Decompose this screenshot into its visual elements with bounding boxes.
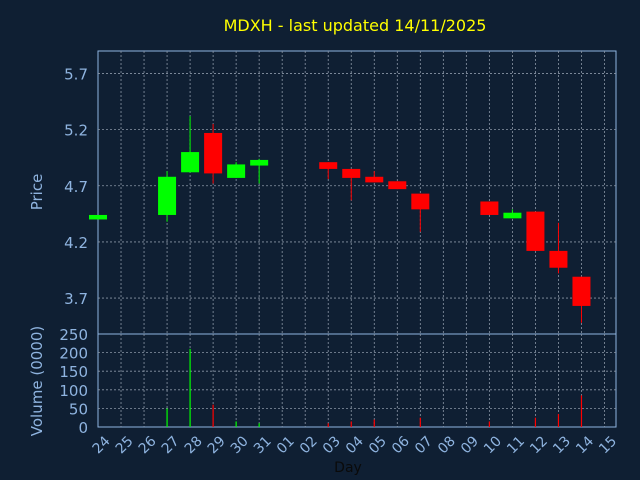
x-tick-label: 30 [228, 433, 252, 457]
x-tick-label: 08 [435, 433, 459, 457]
x-tick-label: 27 [159, 433, 183, 457]
candle [250, 158, 269, 184]
volume-bar [580, 395, 583, 427]
x-tick-label: 13 [550, 433, 574, 457]
price-y-tick-label: 5.2 [64, 122, 88, 140]
volume-y-tick-label: 150 [59, 363, 88, 381]
price-y-tick-label: 4.2 [64, 234, 88, 252]
candle [227, 162, 246, 178]
candle-body [227, 164, 246, 178]
x-tick-label: 07 [412, 433, 436, 457]
x-tick-label: 09 [458, 433, 482, 457]
candle-body [572, 276, 591, 306]
candle [503, 209, 522, 219]
candle-body [526, 211, 545, 251]
candle [158, 171, 177, 222]
x-tick-label: 24 [90, 433, 114, 457]
candle-body [388, 181, 407, 190]
candle [549, 222, 568, 274]
x-tick-label: 28 [182, 433, 206, 457]
price-y-tick-label: 3.7 [64, 290, 88, 308]
candle [480, 201, 499, 215]
candle [388, 181, 407, 190]
candle [319, 162, 338, 180]
volume-bar [166, 408, 168, 427]
volume-bar [488, 421, 490, 427]
volume-y-tick-label: 100 [59, 382, 88, 400]
volume-bar [235, 421, 237, 427]
candle [204, 123, 223, 184]
candle-body [89, 214, 107, 220]
volume-bar [327, 423, 329, 427]
volume-bar [212, 404, 214, 427]
candle-body [250, 159, 269, 166]
x-tick-label: 31 [251, 433, 275, 457]
chart-title: MDXH - last updated 14/11/2025 [224, 16, 487, 35]
volume-y-tick-label: 0 [78, 419, 88, 437]
x-tick-label: 04 [343, 433, 367, 457]
volume-bar [258, 423, 260, 427]
price-y-axis-label: Price [28, 174, 46, 211]
x-tick-label: 10 [481, 433, 505, 457]
x-tick-label: 03 [320, 433, 344, 457]
x-tick-label: 01 [274, 433, 298, 457]
candle [572, 276, 591, 323]
volume-y-tick-label: 250 [59, 326, 88, 344]
candle-body [411, 193, 430, 210]
candle [526, 211, 545, 251]
volume-bar [189, 348, 191, 427]
price-panel: 3.7 4.2 4.7 5.2 5.7 Price [28, 50, 617, 335]
volume-y-axis-label: Volume (0000) [28, 326, 46, 436]
x-tick-label: 12 [527, 433, 551, 457]
candle-body [319, 162, 338, 169]
candle [89, 214, 107, 220]
x-tick-label: 14 [573, 433, 597, 457]
candle [342, 168, 361, 201]
candle-body [204, 132, 223, 174]
candle [181, 116, 200, 173]
candle [411, 193, 430, 232]
price-y-tick-label: 5.7 [64, 65, 88, 83]
candle-body [549, 250, 568, 268]
candle-body [365, 176, 384, 183]
x-tick-label: 25 [113, 433, 137, 457]
x-tick-label: 06 [389, 433, 413, 457]
x-tick-label: 11 [504, 433, 528, 457]
x-tick-label: 15 [596, 433, 620, 457]
volume-bars [166, 348, 583, 427]
volume-bar [373, 419, 375, 427]
candle-body [342, 168, 361, 178]
candle [365, 171, 384, 183]
candle-body [503, 212, 522, 219]
price-y-tick-label: 4.7 [64, 178, 88, 196]
candle-body [158, 176, 177, 215]
volume-plot-frame [97, 333, 617, 428]
candle-body [181, 152, 200, 173]
x-tick-label: 05 [366, 433, 390, 457]
x-axis-label: Day [334, 460, 362, 476]
price-y-ticks: 3.7 4.2 4.7 5.2 5.7 [64, 65, 88, 308]
volume-grid [98, 334, 616, 427]
x-tick-labels: 24 25 26 27 28 29 30 31 01 02 03 04 05 06 07 08 09 10 11 12… [90, 433, 620, 457]
x-tick-label: 29 [205, 433, 229, 457]
candles [89, 116, 591, 323]
volume-y-tick-label: 200 [59, 345, 88, 363]
volume-y-tick-label: 50 [69, 400, 88, 418]
volume-bar [419, 417, 421, 427]
candle-body [480, 201, 499, 215]
volume-bar [557, 413, 560, 427]
volume-bar [534, 417, 537, 427]
x-tick-label: 02 [297, 433, 321, 457]
x-tick-label: 26 [136, 433, 160, 457]
volume-bar [350, 421, 352, 427]
